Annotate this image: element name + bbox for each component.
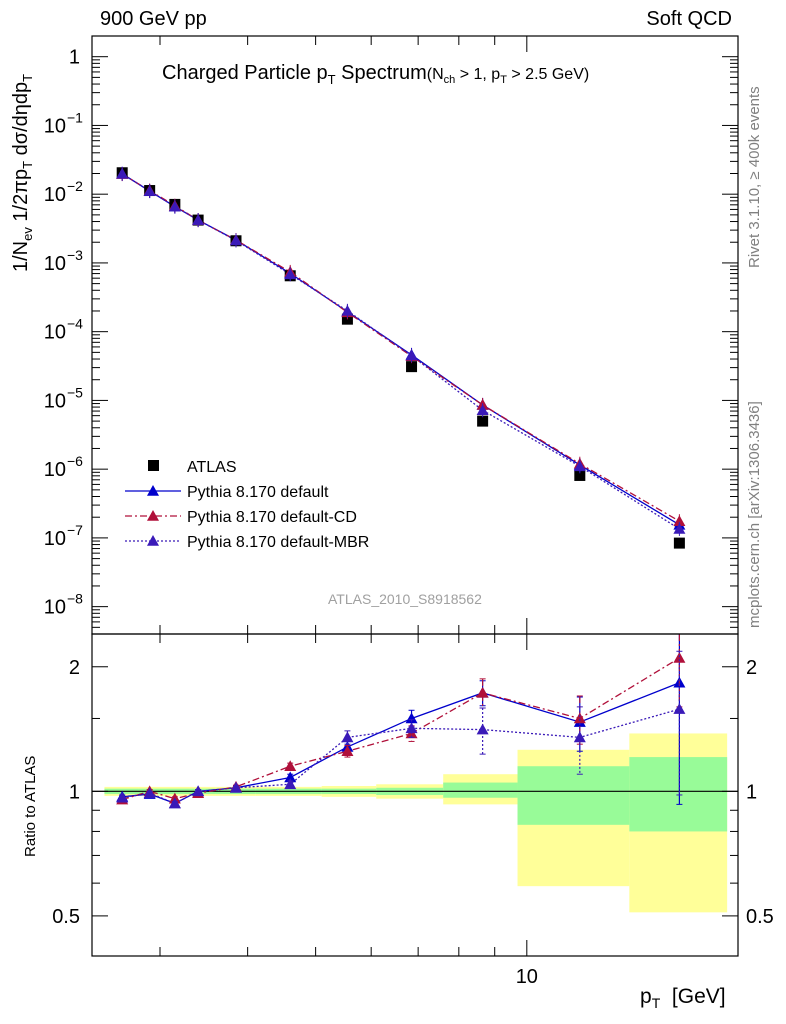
- ratio-marker: [673, 703, 686, 714]
- main-y-axis-label: 1/Nev 1/2πpT dσ/dηdpT: [10, 73, 35, 272]
- y-tick-label: 10 −2: [44, 178, 83, 206]
- y-tick-label-base: 10: [44, 115, 66, 137]
- y-tick-label-base: 10: [44, 253, 66, 275]
- y-tick-label: 10 −7: [44, 522, 83, 550]
- y-tick-label-base: 10: [44, 322, 66, 344]
- legend-marker-atlas: [148, 460, 159, 471]
- y-tick-label: 1: [69, 47, 80, 69]
- ratio-marker: [573, 712, 586, 724]
- main-marker: [116, 167, 129, 179]
- y-tick-label-exp: −8: [67, 591, 83, 607]
- y-tick-label-exp: −6: [67, 453, 83, 469]
- ratio-marker: [341, 745, 354, 757]
- legend-entry: Pythia 8.170 default-CD: [187, 509, 357, 526]
- mcplots-label: mcplots.cern.ch [arXiv:1306.3436]: [746, 401, 763, 628]
- ratio-y-tick-label: 0.5: [52, 906, 80, 928]
- y-tick-label: 10 −4: [44, 316, 83, 344]
- y-tick-label: 10 −5: [44, 384, 83, 412]
- ratio-marker: [341, 731, 354, 743]
- ratio-y-tick-label: 1: [69, 781, 80, 803]
- y-tick-label-base: 10: [44, 528, 66, 550]
- legend-marker: [147, 535, 159, 546]
- ratio-y-tick-label-right: 0.5: [746, 906, 774, 928]
- y-tick-label-base: 10: [44, 184, 66, 206]
- main-marker: [168, 200, 181, 212]
- y-tick-label-base: 10: [44, 390, 66, 412]
- y-tick-label-base: 10: [44, 597, 66, 619]
- legend-entry: ATLAS: [187, 459, 237, 476]
- green-band: [443, 782, 518, 798]
- uncertainty-bands: [104, 733, 728, 913]
- y-tick-label-exp: −1: [67, 109, 83, 125]
- main-marker: [405, 349, 418, 361]
- ratio-marker: [405, 712, 418, 724]
- atlas-point: [477, 415, 489, 427]
- ratio-marker: [229, 781, 242, 793]
- ratio-marker: [673, 651, 686, 663]
- y-tick-label-base: 10: [44, 459, 66, 481]
- atlas-point: [673, 537, 685, 549]
- legend-marker: [147, 510, 159, 521]
- x-tick-label: 10: [516, 966, 538, 988]
- main-marker: [673, 522, 686, 534]
- y-tick-label: 10 −1: [44, 109, 83, 137]
- ratio-y-tick-label: 2: [69, 657, 80, 679]
- ratio-marker: [405, 722, 418, 734]
- y-tick-label: 10 −3: [44, 247, 83, 275]
- ratio-y-tick-label-right: 1: [746, 781, 757, 803]
- main-line-1: [121, 173, 680, 522]
- y-tick-label: 10 −8: [44, 591, 83, 619]
- main-marker: [284, 268, 297, 280]
- y-tick-label-exp: −3: [67, 247, 83, 263]
- analysis-watermark: ATLAS_2010_S8918562: [328, 591, 482, 607]
- y-tick-label-exp: −4: [67, 316, 83, 332]
- ratio-marker: [573, 731, 586, 743]
- main-line-2: [121, 173, 680, 530]
- ratio-marker: [116, 791, 129, 803]
- chart-title: Charged Particle pT Spectrum(Nch > 1, pT…: [162, 62, 590, 87]
- ratio-frame: [91, 633, 739, 957]
- legend-entry: Pythia 8.170 default: [187, 484, 329, 501]
- ratio-marker: [476, 723, 489, 735]
- main-marker: [341, 304, 354, 316]
- ratio-marker: [143, 787, 156, 798]
- x-axis-label: pT [GeV]: [640, 985, 726, 1012]
- y-tick-label-exp: −7: [67, 522, 83, 538]
- legend-entry: Pythia 8.170 default-MBR: [187, 534, 369, 551]
- green-band: [629, 757, 728, 832]
- atlas-point: [574, 469, 586, 481]
- y-tick-label-exp: −5: [67, 384, 83, 400]
- ratio-marker: [168, 797, 181, 809]
- green-band: [517, 766, 630, 825]
- header-right: Soft QCD: [646, 8, 732, 30]
- ratio-marker: [284, 760, 297, 772]
- main-marker: [229, 234, 242, 246]
- main-marker: [476, 404, 489, 416]
- main-marker: [192, 214, 205, 225]
- main-marker: [143, 185, 156, 196]
- legend-marker: [147, 485, 159, 496]
- main-marker: [573, 460, 586, 472]
- atlas-point: [406, 361, 418, 373]
- ratio-marker: [192, 785, 205, 797]
- y-tick-label: 10 −6: [44, 453, 83, 481]
- header-left: 900 GeV pp: [100, 8, 207, 30]
- data-series: [116, 166, 686, 809]
- ratio-y-tick-label-right: 2: [746, 657, 757, 679]
- legend: ATLAS Pythia 8.170 default Pythia 8.170 de…: [125, 459, 369, 551]
- rivet-label: Rivet 3.1.10, ≥ 400k events: [746, 86, 763, 268]
- main-marker: [673, 515, 686, 526]
- ratio-marker: [476, 686, 489, 698]
- ratio-marker: [284, 771, 297, 783]
- ratio-marker: [284, 778, 297, 790]
- ratio-y-axis-label: Ratio to ATLAS: [22, 755, 39, 857]
- y-tick-label-exp: −2: [67, 178, 83, 194]
